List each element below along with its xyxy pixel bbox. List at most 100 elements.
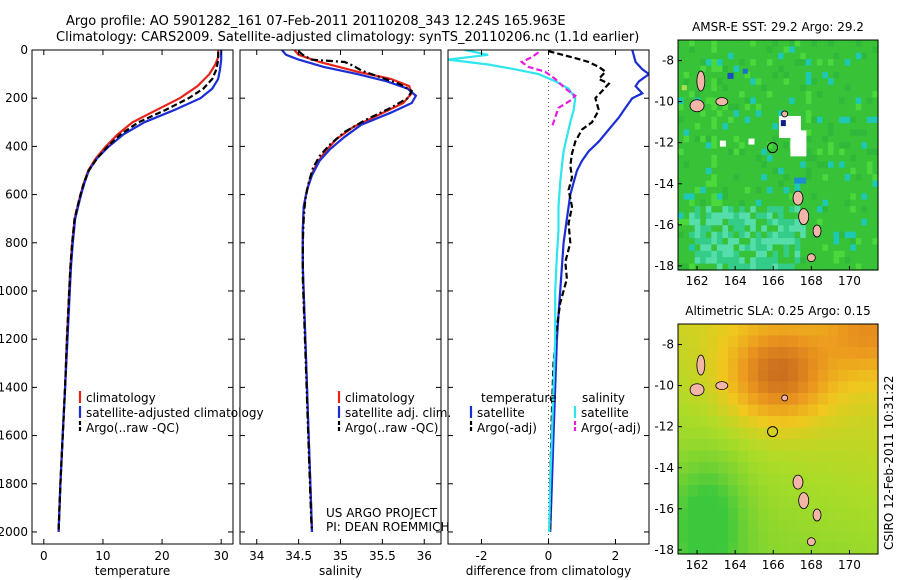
map-cell <box>778 450 789 463</box>
map-cell <box>839 212 846 220</box>
map-cell <box>805 71 812 79</box>
map-cell <box>778 71 785 79</box>
map-cell <box>855 186 862 194</box>
map-cell <box>700 218 707 226</box>
map-cell <box>798 358 809 371</box>
map-cell <box>766 263 774 271</box>
map-cell <box>766 155 774 162</box>
x-tick-label: 35 <box>333 549 348 563</box>
map-cell <box>798 542 809 555</box>
map-cell <box>733 78 740 86</box>
map-cell <box>850 116 857 124</box>
map-cell <box>866 199 874 207</box>
map-cell <box>689 129 696 137</box>
map-cell <box>848 427 859 440</box>
map-cell <box>758 324 769 337</box>
map-cell <box>689 244 696 252</box>
map-cell <box>761 167 768 175</box>
legend-entry-sal-argo: Argo(-adj) <box>581 421 641 435</box>
map-cell <box>816 97 824 105</box>
map-cell <box>850 148 857 156</box>
map-cell <box>822 257 829 265</box>
map-cell <box>833 206 840 214</box>
map-cell <box>850 78 857 86</box>
map-cell <box>833 97 840 105</box>
map-cell <box>755 78 762 86</box>
map-cell <box>739 225 746 233</box>
map-cell <box>700 155 707 162</box>
map-cell <box>855 59 862 67</box>
sla-map <box>678 324 879 555</box>
map-cell <box>855 135 862 143</box>
map-cell <box>805 46 812 54</box>
map-cell <box>808 496 819 509</box>
map-y-tick-label: -10 <box>654 379 674 393</box>
map-cell <box>822 123 829 131</box>
series-line-2-2 <box>448 50 577 533</box>
map-cell <box>722 65 729 73</box>
map-cell <box>861 135 868 143</box>
map-cell <box>755 186 762 194</box>
map-cell <box>766 142 774 150</box>
map-cell <box>833 161 840 169</box>
map-cell <box>768 496 779 509</box>
map-cell <box>744 257 751 265</box>
map-cell <box>716 84 724 92</box>
map-cell <box>816 238 824 246</box>
map-cell <box>772 97 779 105</box>
map-cell <box>766 129 774 137</box>
map-cell <box>755 212 762 220</box>
x-axis-label: salinity <box>319 564 362 578</box>
map-cell <box>758 381 769 394</box>
map-cell <box>772 199 779 207</box>
map-cell <box>716 212 724 220</box>
map-cell <box>800 40 807 47</box>
map-cell <box>866 59 874 67</box>
map-cell <box>678 212 685 220</box>
map-cell <box>789 218 796 226</box>
map-cell <box>766 244 774 252</box>
map-cell <box>705 155 712 162</box>
figure-title-line1: Argo profile: AO 5901282_161 07-Feb-2011… <box>66 14 566 29</box>
map-cell <box>805 238 812 246</box>
sst-cold-pixel <box>780 120 786 127</box>
map-cell <box>728 231 735 239</box>
map-cell <box>739 110 746 118</box>
map-cell <box>728 110 735 118</box>
map-cell <box>733 116 740 124</box>
map-cell <box>739 218 746 226</box>
map-cell <box>766 78 774 86</box>
map-cell <box>694 123 701 131</box>
map-cell <box>738 519 749 532</box>
map-cell <box>866 135 874 143</box>
map-cell <box>772 238 779 246</box>
map-cell <box>778 531 789 544</box>
map-cell <box>872 257 879 265</box>
map-cell <box>698 370 709 383</box>
map-cell <box>705 59 712 67</box>
map-cell <box>705 206 712 214</box>
map-cell <box>800 257 807 265</box>
map-cell <box>733 199 740 207</box>
map-cell <box>728 199 735 207</box>
map-cell <box>718 347 729 360</box>
map-cell <box>718 542 729 555</box>
map-cell <box>711 180 718 188</box>
map-cell <box>768 358 779 371</box>
map-cell <box>811 97 818 105</box>
map-cell <box>750 238 757 246</box>
map-cell <box>733 225 740 233</box>
map-cell <box>716 238 724 246</box>
map-cell <box>833 71 840 79</box>
map-cell <box>855 71 862 79</box>
series-line-2-3 <box>519 51 578 128</box>
map-cell <box>744 103 751 111</box>
map-cell <box>858 496 869 509</box>
map-cell <box>711 52 718 60</box>
map-cell <box>694 193 701 201</box>
map-cell <box>766 180 774 188</box>
map-cell <box>733 218 740 226</box>
map-cell <box>850 238 857 246</box>
map-cell <box>783 218 790 226</box>
map-cell <box>861 231 868 239</box>
